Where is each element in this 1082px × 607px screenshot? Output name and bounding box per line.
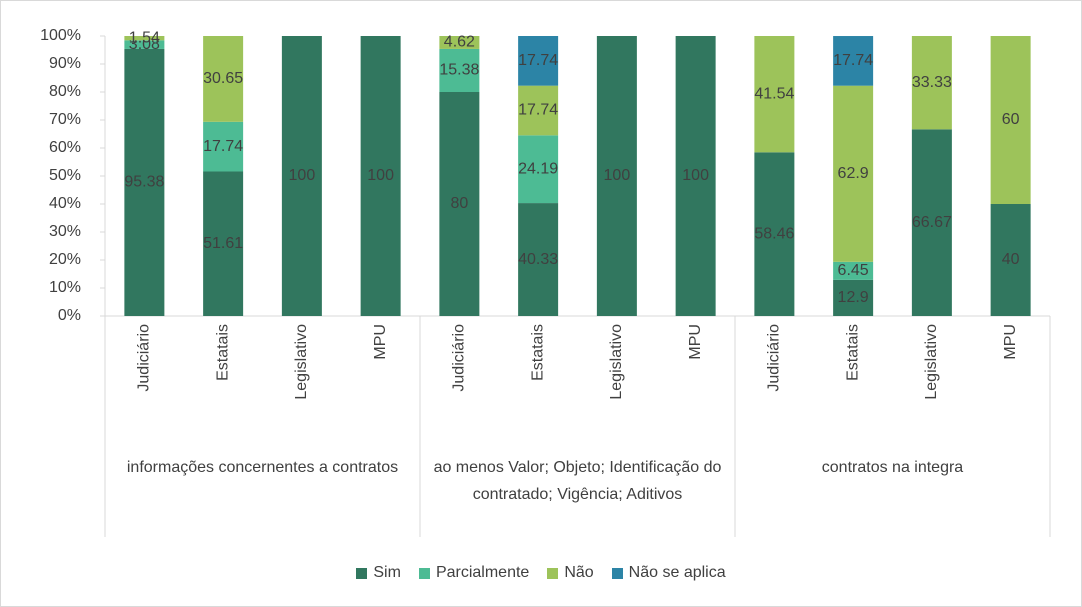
bar-segment xyxy=(833,85,874,262)
data-label: 33.33 xyxy=(912,74,952,91)
bar-segment xyxy=(203,121,244,172)
bar-segment xyxy=(439,48,480,92)
bar-segment xyxy=(518,85,559,136)
bar-segment xyxy=(911,129,952,316)
bar-segment xyxy=(911,36,952,130)
group-label: informações concernentes a contratos xyxy=(126,459,399,476)
y-tick-label: 90% xyxy=(49,55,81,72)
y-tick-label: 40% xyxy=(49,195,81,212)
legend-label: Não xyxy=(564,564,594,581)
data-label: 62.9 xyxy=(838,165,869,182)
x-tick-label: Estatais xyxy=(844,324,861,381)
data-label: 41.54 xyxy=(754,85,794,102)
x-tick-label: Judiciário xyxy=(451,324,468,392)
legend: Sim Parcialmente Não Não se aplica xyxy=(0,564,1082,582)
group-label: ao menos Valor; Objeto; Identificação do… xyxy=(433,459,722,503)
data-label: 100 xyxy=(289,167,316,184)
x-tick-label: Legislativo xyxy=(293,324,310,400)
data-label: 60 xyxy=(1002,111,1020,128)
y-tick-label: 20% xyxy=(49,251,81,268)
y-tick-label: 70% xyxy=(49,111,81,128)
bar-segment xyxy=(518,135,559,204)
data-label: 30.65 xyxy=(203,70,243,87)
bar-segment xyxy=(675,36,716,316)
x-tick-label: MPU xyxy=(372,324,389,360)
bar-segment xyxy=(754,152,795,316)
data-label: 80 xyxy=(450,195,468,212)
legend-label: Não se aplica xyxy=(628,564,726,581)
data-label: 6.45 xyxy=(838,262,869,279)
x-tick-label: Legislativo xyxy=(923,324,940,400)
bar-segment xyxy=(281,36,322,316)
bar-segment xyxy=(596,36,637,316)
y-tick-label: 10% xyxy=(49,279,81,296)
y-tick-label: 30% xyxy=(49,223,81,240)
bar-segment xyxy=(518,36,559,86)
bar-segment xyxy=(124,48,165,316)
bar-segment xyxy=(439,92,480,316)
data-label: 4.62 xyxy=(444,34,475,51)
data-label: 17.74 xyxy=(518,102,558,119)
data-label: 100 xyxy=(604,167,631,184)
bar-segment xyxy=(439,36,480,49)
data-label: 100 xyxy=(682,167,709,184)
y-tick-label: 80% xyxy=(49,83,81,100)
data-label: 17.74 xyxy=(203,138,243,155)
bar-segment xyxy=(203,36,244,122)
x-tick-label: Estatais xyxy=(214,324,231,381)
data-label: 100 xyxy=(367,167,394,184)
y-tick-label: 0% xyxy=(58,307,81,324)
bar-segment xyxy=(124,40,165,49)
x-tick-label: Estatais xyxy=(529,324,546,381)
bar-segment xyxy=(203,171,244,316)
y-tick-label: 100% xyxy=(40,27,81,44)
y-tick-label: 60% xyxy=(49,139,81,156)
data-label: 95.38 xyxy=(124,174,164,191)
x-tick-label: MPU xyxy=(687,324,704,360)
bar-segment xyxy=(518,203,559,316)
legend-item: Parcialmente xyxy=(418,564,530,582)
bar-segment xyxy=(990,204,1031,316)
bar-segment xyxy=(833,279,874,316)
data-label: 58.46 xyxy=(754,225,794,242)
bar-segment xyxy=(124,36,165,41)
data-label: 17.74 xyxy=(833,52,873,69)
x-tick-label: Judiciário xyxy=(766,324,783,392)
bar-segment xyxy=(833,36,874,86)
bar-segment xyxy=(360,36,401,316)
legend-item: Sim xyxy=(356,564,401,582)
legend-swatch xyxy=(356,567,368,579)
bar-segment xyxy=(754,36,795,153)
data-label: 40.33 xyxy=(518,251,558,268)
legend-label: Sim xyxy=(373,564,401,581)
data-label: 40 xyxy=(1002,251,1020,268)
legend-item: Não se aplica xyxy=(611,564,726,582)
data-label: 66.67 xyxy=(912,214,952,231)
bar-segment xyxy=(990,36,1031,204)
legend-swatch xyxy=(611,567,623,579)
legend-swatch xyxy=(418,567,430,579)
data-label: 17.74 xyxy=(518,52,558,69)
data-label: 1.54 xyxy=(129,29,160,46)
data-label: 12.9 xyxy=(838,289,869,306)
y-tick-label: 50% xyxy=(49,167,81,184)
x-tick-label: Judiciário xyxy=(136,324,153,392)
x-tick-label: Legislativo xyxy=(608,324,625,400)
data-label: 51.61 xyxy=(203,235,243,252)
legend-swatch xyxy=(547,567,559,579)
bar-segment xyxy=(833,261,874,280)
data-label: 24.19 xyxy=(518,160,558,177)
legend-item: Não xyxy=(547,564,594,582)
legend-label: Parcialmente xyxy=(435,564,530,581)
data-label: 15.38 xyxy=(439,62,479,79)
group-label: contratos na integra xyxy=(821,459,964,476)
x-tick-label: MPU xyxy=(1002,324,1019,360)
